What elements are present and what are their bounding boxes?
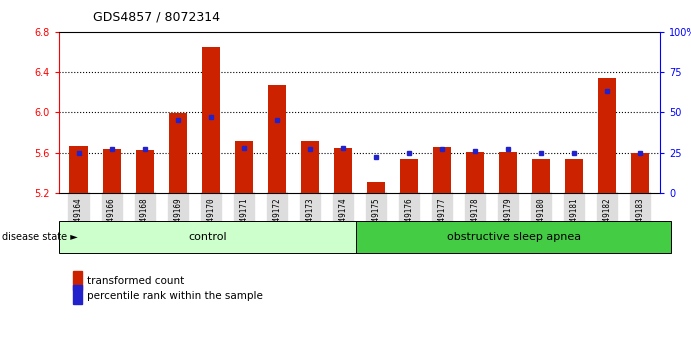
Bar bbox=[169, 113, 187, 193]
Bar bbox=[267, 85, 286, 193]
Bar bbox=[202, 47, 220, 193]
FancyBboxPatch shape bbox=[356, 221, 672, 253]
Bar bbox=[598, 78, 616, 193]
Bar bbox=[400, 159, 418, 193]
Bar bbox=[301, 141, 319, 193]
Bar bbox=[135, 150, 153, 193]
Bar bbox=[631, 153, 649, 193]
Text: GDS4857 / 8072314: GDS4857 / 8072314 bbox=[93, 11, 220, 24]
Bar bbox=[235, 141, 253, 193]
Text: percentile rank within the sample: percentile rank within the sample bbox=[87, 291, 263, 301]
Bar bbox=[433, 147, 451, 193]
Text: disease state ►: disease state ► bbox=[2, 232, 78, 242]
Bar bbox=[466, 152, 484, 193]
Bar bbox=[102, 149, 121, 193]
FancyBboxPatch shape bbox=[59, 221, 358, 253]
Bar bbox=[367, 182, 385, 193]
Bar bbox=[565, 159, 583, 193]
Text: control: control bbox=[188, 232, 227, 242]
Text: transformed count: transformed count bbox=[87, 276, 184, 286]
Bar bbox=[334, 148, 352, 193]
Bar bbox=[70, 145, 88, 193]
Bar bbox=[532, 159, 550, 193]
Bar bbox=[499, 152, 517, 193]
Text: obstructive sleep apnea: obstructive sleep apnea bbox=[446, 232, 581, 242]
